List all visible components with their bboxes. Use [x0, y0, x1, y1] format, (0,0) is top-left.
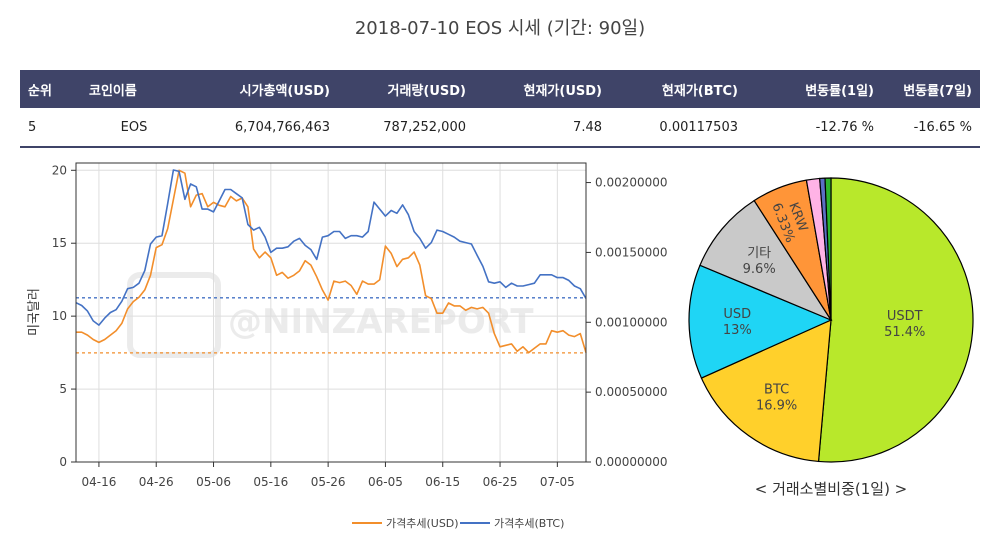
pie-slice-btc [700, 319, 832, 463]
pie-slice-label: USD [723, 307, 751, 322]
watermark-logo-icon [127, 272, 221, 358]
y-right-tick-label: 0.00150000 [595, 245, 668, 259]
pie-slice-percent: 13% [723, 323, 752, 338]
y-left-tick-label: 10 [52, 309, 67, 323]
series-line-btc [75, 169, 587, 326]
header-volume: 거래량(USD) [338, 70, 474, 108]
pie-slice-percent: 16.9% [756, 398, 797, 413]
y-right-tick-label: 0.00050000 [595, 385, 668, 399]
table-row: 5 EOS 6,704,766,463 787,252,000 7.48 0.0… [20, 108, 980, 147]
header-change-1d: 변동률(1일) [746, 70, 882, 108]
pie-label: 기타9.6% [743, 246, 776, 277]
y-right-tick-label: 0.00000000 [595, 455, 668, 469]
y-left-tick-label: 5 [59, 382, 67, 396]
pie-slice-percent: 51.4% [884, 325, 925, 340]
header-price-usd: 현재가(USD) [474, 70, 610, 108]
pie-slice-label: BTC [764, 382, 789, 397]
cell-volume: 787,252,000 [383, 119, 466, 135]
x-tick-label: 04-16 [81, 475, 116, 489]
cell-price-btc: 0.00117503 [659, 119, 738, 135]
watermark-text: @NINZAREPORT [228, 302, 534, 342]
series-line-usd [76, 169, 587, 354]
x-tick-label: 05-26 [311, 475, 346, 489]
plot-frame [75, 162, 587, 463]
coin-info-table: 순위 코인이름 시가총액(USD) 거래량(USD) 현재가(USD) 현재가(… [20, 70, 980, 148]
cell-price-usd: 7.48 [573, 119, 602, 135]
pie-slice-usd [688, 264, 833, 379]
pie-slice-기타 [699, 199, 833, 322]
header-coin-name: 코인이름 [81, 70, 187, 108]
y-right-tick-label: 0.00200000 [595, 176, 668, 190]
pie-slice-usdt [817, 177, 974, 463]
price-trend-chart: @NINZAREPORT 04-16 04-26 05-06 05-16 05-26 06… [27, 162, 668, 530]
cell-change-7d: -16.65 % [913, 119, 972, 135]
cell-rank: 5 [28, 119, 37, 135]
pie-slice [824, 177, 832, 321]
y-axis-label: 미국달러 [27, 288, 42, 336]
x-tick-label: 06-25 [483, 475, 518, 489]
y-left-tick-label: 0 [59, 455, 67, 469]
legend-entry: 가격추세(BTC) [494, 517, 564, 530]
cell-coin-name: EOS [120, 119, 148, 135]
x-tick-label: 06-05 [368, 475, 403, 489]
y-left-tick-label: 15 [52, 236, 67, 250]
y-left-tick-label: 20 [52, 163, 67, 177]
x-tick-label: 05-16 [253, 475, 288, 489]
x-tick-label: 06-15 [425, 475, 460, 489]
header-price-btc: 현재가(BTC) [610, 70, 746, 108]
page-title: 2018-07-10 EOS 시세 (기간: 90일) [354, 18, 646, 39]
legend-entry: 가격추세(USD) [386, 517, 459, 530]
pie-title: < 거래소별비중(1일) > [755, 480, 908, 498]
x-tick-label: 05-06 [196, 475, 231, 489]
header-market-cap: 시가총액(USD) [187, 70, 338, 108]
x-tick-label: 04-26 [139, 475, 174, 489]
header-change-7d: 변동률(7일) [882, 70, 980, 108]
table-header-row: 순위 코인이름 시가총액(USD) 거래량(USD) 현재가(USD) 현재가(… [20, 70, 980, 108]
x-tick-label: 07-05 [540, 475, 575, 489]
cell-market-cap: 6,704,766,463 [234, 119, 330, 135]
legend: 가격추세(USD) 가격추세(BTC) [352, 517, 564, 530]
cell-change-1d: -12.76 % [815, 119, 874, 135]
y-right-tick-label: 0.00100000 [595, 315, 668, 329]
pie-slice-label: 기타 [747, 246, 771, 261]
pie-slice-percent: 9.6% [743, 262, 776, 277]
pie-slice-label: USDT [887, 309, 923, 324]
header-rank: 순위 [20, 70, 81, 108]
